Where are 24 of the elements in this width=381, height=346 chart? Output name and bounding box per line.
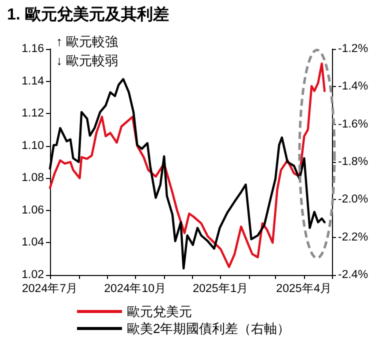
y-tick-label: 1.10 [22, 140, 44, 152]
annotation: ↓ 歐元較弱 [56, 53, 118, 68]
y-tick-label: 1.04 [22, 236, 45, 249]
y2-tick-label: -1.4% [338, 80, 368, 93]
y-tick-label: 1.06 [22, 204, 44, 216]
x-tick-label: 2025年4月 [276, 282, 332, 295]
y-tick-label: 1.16 [22, 43, 44, 55]
y2-tick-label: -2.2% [338, 231, 368, 244]
y2-tick-label: -1.6% [338, 118, 368, 130]
y-tick-label: 1.14 [22, 75, 45, 88]
chart-title: 1. 歐元兌美元及其利差 [7, 4, 169, 24]
x-tick-label: 2024年7月 [22, 282, 78, 295]
y2-tick-label: -1.2% [338, 43, 368, 55]
legend-label: 歐元兌美元 [127, 304, 192, 319]
text: ↑ 歐元較強 [56, 34, 118, 49]
y2-tick-label: -2.0% [338, 194, 368, 206]
y-tick-label: 1.02 [22, 269, 44, 281]
x-tick-label: 2024年10月 [104, 282, 167, 295]
y-tick-label: 1.08 [22, 172, 44, 184]
x-tick-label: 2025年1月 [192, 282, 249, 295]
y-tick-label: 1.12 [22, 108, 44, 120]
legend-label: 歐美2年期國債利差（右軸） [127, 321, 290, 336]
y2-tick-label: -2.4% [338, 269, 368, 281]
y2-tick-label: -1.8% [338, 156, 368, 168]
